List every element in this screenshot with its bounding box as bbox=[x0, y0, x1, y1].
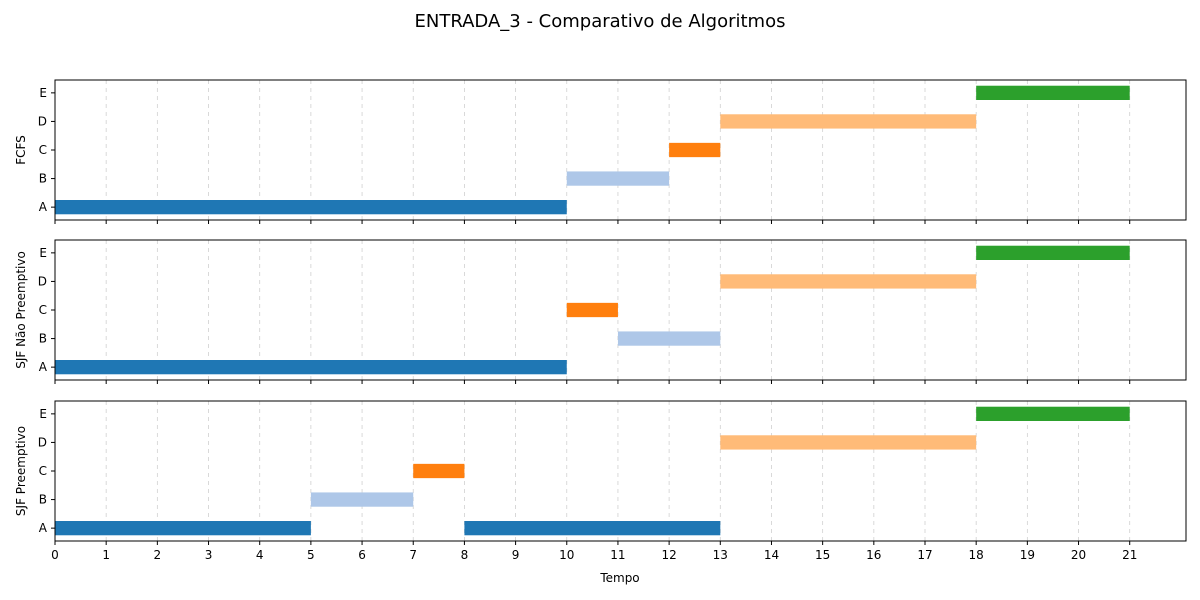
y-tick-label: C bbox=[39, 143, 47, 157]
chart-title: ENTRADA_3 - Comparativo de Algoritmos bbox=[415, 11, 786, 32]
y-axis-label: FCFS bbox=[14, 135, 28, 165]
bar-A-0-10 bbox=[55, 360, 567, 375]
x-tick-label: 12 bbox=[661, 548, 676, 562]
panel-1: AB C DE FCFS bbox=[14, 79, 1187, 224]
x-axis-label: Tempo bbox=[599, 571, 639, 585]
x-tick-label: 7 bbox=[409, 548, 417, 562]
x-tick-label: 10 bbox=[559, 548, 574, 562]
y-tick-label: D bbox=[38, 435, 47, 449]
y-axis-label: SJF Preemptivo bbox=[14, 426, 28, 516]
x-tick-label: 0 bbox=[51, 548, 59, 562]
axes-frame bbox=[54, 400, 1187, 542]
x-tick-label: 2 bbox=[154, 548, 162, 562]
bar-E-18-21 bbox=[976, 245, 1130, 260]
bar-A-0-5 bbox=[55, 521, 311, 536]
x-tick-label: 5 bbox=[307, 548, 315, 562]
x-tick-label: 17 bbox=[917, 548, 932, 562]
bar-A-8-13 bbox=[464, 521, 721, 536]
axes-frame bbox=[54, 239, 1187, 381]
bar-C-7-8 bbox=[413, 463, 465, 479]
y-axis-label: SJF Não Preemptivo bbox=[14, 251, 28, 369]
x-tick-label: 18 bbox=[969, 548, 984, 562]
x-tick-label: 16 bbox=[866, 548, 881, 562]
bar-D-13-18 bbox=[720, 114, 977, 129]
x-tick-label: 3 bbox=[205, 548, 213, 562]
bar-A-0-10 bbox=[55, 200, 567, 215]
bar-D-13-18 bbox=[720, 274, 977, 289]
y-tick-label: E bbox=[39, 246, 47, 260]
y-tick-label: B bbox=[39, 493, 47, 507]
y-tick-label: A bbox=[39, 200, 48, 214]
panel-2: AB C DE SJF Não Preemptivo bbox=[14, 239, 1187, 384]
x-tick-label: 4 bbox=[256, 548, 264, 562]
x-tick-label: 8 bbox=[461, 548, 469, 562]
x-tick-label: 1 bbox=[102, 548, 110, 562]
bar-B-10-12 bbox=[566, 171, 670, 186]
bar-C-12-13 bbox=[669, 142, 721, 158]
y-tick-label: B bbox=[39, 332, 47, 346]
bar-E-18-21 bbox=[976, 85, 1130, 100]
y-tick-label: E bbox=[39, 86, 47, 100]
x-tick-label: 13 bbox=[713, 548, 728, 562]
bar-C-10-11 bbox=[566, 302, 618, 318]
y-tick-label: D bbox=[38, 274, 47, 288]
y-tick-label: B bbox=[39, 172, 47, 186]
y-tick-label: A bbox=[39, 360, 48, 374]
y-tick-label: A bbox=[39, 521, 48, 535]
y-tick-label: C bbox=[39, 464, 47, 478]
axes-frame bbox=[54, 79, 1187, 221]
x-tick-label: 19 bbox=[1020, 548, 1035, 562]
x-tick-label: 21 bbox=[1122, 548, 1137, 562]
bar-D-13-18 bbox=[720, 435, 977, 450]
y-tick-label: E bbox=[39, 407, 47, 421]
x-tick-label: 15 bbox=[815, 548, 830, 562]
x-tick-label: 14 bbox=[764, 548, 779, 562]
bar-B-5-7 bbox=[310, 492, 414, 507]
bar-B-11-13 bbox=[617, 331, 721, 346]
x-tick-label: 20 bbox=[1071, 548, 1086, 562]
x-tick-label: 11 bbox=[610, 548, 625, 562]
x-tick-label: 9 bbox=[512, 548, 520, 562]
y-tick-label: C bbox=[39, 303, 47, 317]
y-tick-label: D bbox=[38, 114, 47, 128]
bar-E-18-21 bbox=[976, 406, 1130, 421]
x-tick-label: 6 bbox=[358, 548, 366, 562]
